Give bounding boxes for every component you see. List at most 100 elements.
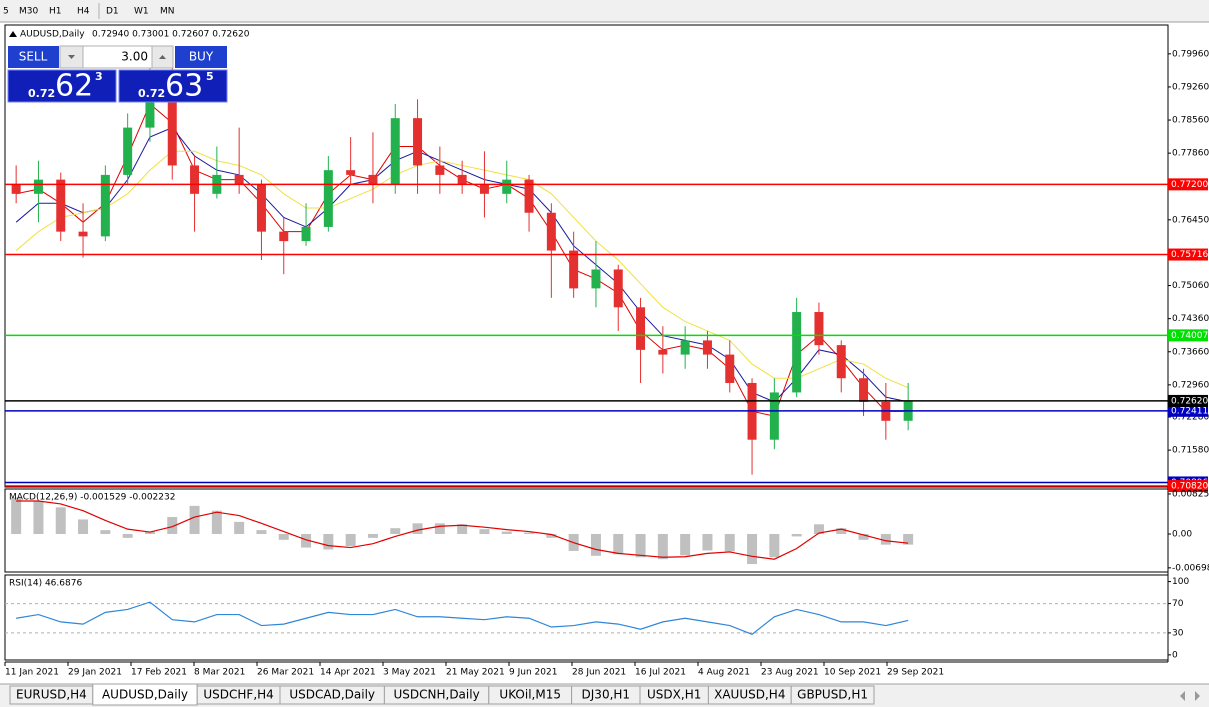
tab-label: EURUSD,H4 [16, 688, 87, 702]
symbol-tabs: EURUSD,H4 AUDUSD,Daily USDCHF,H4 USDCAD,Dai… [9, 683, 875, 706]
y-tick-label: 0.00 [1172, 529, 1192, 539]
y-tick-label: 0.78560 [1172, 116, 1209, 126]
candle-body [435, 165, 445, 175]
candle-body [769, 392, 779, 440]
price-level-label: 0.75716 [1171, 250, 1208, 260]
tab[interactable] [790, 685, 875, 705]
tab-label: USDX,H1 [647, 688, 701, 702]
macd-bar [880, 533, 891, 545]
timeframe-button[interactable]: MN [160, 7, 175, 17]
x-tick-label: 29 Sep 2021 [887, 668, 944, 678]
rsi-line [16, 601, 909, 636]
bid-small: 3 [95, 70, 103, 83]
tab-label: XAUUSD,H4 [714, 688, 785, 702]
x-tick-label: 29 Jan 2021 [68, 668, 122, 678]
down-arrow [68, 55, 75, 59]
timeframe-button[interactable]: H1 [49, 7, 62, 17]
tab-label: GBPUSD,H1 [797, 688, 868, 702]
x-tick-label: 26 Mar 2021 [257, 668, 314, 678]
y-tick-label: 0.008253 [1172, 489, 1209, 499]
candle-body [11, 184, 21, 194]
price-level-label: 0.74007 [1171, 331, 1208, 341]
tab-scroll[interactable] [1180, 691, 1200, 701]
macd-bar [791, 533, 802, 537]
ask-prefix: 0.72 [138, 87, 165, 100]
candle-body [658, 349, 668, 355]
candle-body [569, 250, 579, 289]
x-tick-label: 21 May 2021 [446, 668, 505, 678]
ask-box[interactable] [118, 69, 228, 103]
timeframe-button[interactable]: W1 [134, 7, 149, 17]
timeframe-button[interactable]: D1 [106, 7, 119, 17]
x-tick-label: 3 May 2021 [383, 668, 436, 678]
x-tick-label: 11 Jan 2021 [5, 668, 59, 678]
macd-bar [903, 533, 914, 545]
macd-bar [836, 528, 847, 534]
timeframe-button[interactable]: 5 [3, 7, 9, 17]
macd-bar [524, 532, 535, 534]
candle-body [524, 179, 534, 213]
timeframe-button[interactable]: M30 [19, 7, 38, 17]
macd-bar [813, 524, 824, 534]
candle-body [413, 118, 423, 166]
candle-body [636, 307, 646, 350]
macd-bar [724, 533, 735, 552]
tab-label: USDCHF,H4 [203, 688, 273, 702]
macd-bar [479, 529, 490, 534]
macd-bar [680, 533, 691, 556]
macd-bar [11, 497, 22, 534]
buy-button[interactable] [175, 46, 227, 68]
bid-box[interactable] [7, 69, 117, 103]
signal-line [16, 500, 909, 560]
candle-body [301, 226, 311, 242]
macd-bar [390, 528, 401, 534]
timeframe-bar: 5 M30 H1 H4 D1 W1 MN [3, 3, 175, 19]
price-level-label: 0.70820 [1171, 482, 1208, 492]
timeframe-button[interactable]: H4 [77, 7, 90, 17]
buy-label: BUY [189, 50, 214, 64]
x-tick-label: 23 Aug 2021 [761, 668, 819, 678]
candle-body [234, 174, 244, 185]
overlay: AUDUSD,Daily 0.72940 0.73001 0.72607 0.7… [9, 30, 250, 589]
y-tick-label: 0.79260 [1172, 82, 1209, 92]
macd-bar [55, 507, 66, 534]
chart-title: AUDUSD,Daily [20, 30, 85, 40]
y-tick-label: 0.74360 [1172, 314, 1209, 324]
price-level-tag [1168, 394, 1208, 407]
candle-body [33, 179, 43, 194]
candle-body [323, 170, 333, 227]
ask-small: 5 [206, 70, 214, 83]
x-tick-label: 8 Mar 2021 [194, 668, 245, 678]
sell-button[interactable] [8, 46, 59, 68]
macd-bar [457, 524, 468, 534]
macd-bar [434, 523, 445, 534]
rsi-title: RSI(14) 46.6876 [9, 579, 82, 589]
price-level-label: 0.72620 [1171, 396, 1208, 406]
macd-bar [367, 533, 378, 538]
candle-body [591, 269, 601, 289]
y-tick-label: 30 [1172, 628, 1184, 638]
bid-big: 62 [55, 69, 93, 104]
macd-bar [323, 533, 334, 550]
macd-bar [100, 530, 111, 534]
candle-body [167, 75, 177, 166]
candle-body [100, 174, 110, 237]
up-arrow [159, 55, 166, 59]
macd-bar [858, 533, 869, 540]
candle-body [78, 231, 88, 237]
macd-bar [78, 519, 89, 534]
candle-body [479, 184, 489, 194]
macd-bar [33, 501, 44, 534]
candle-body [256, 184, 266, 232]
macd-bar [702, 533, 713, 551]
y-tick-label: 0.76450 [1172, 215, 1209, 225]
y-tick-label: -0.006982 [1172, 563, 1209, 573]
y-tick-label: 0.72960 [1172, 380, 1209, 390]
candle-body [123, 127, 133, 175]
price-level-tag [1168, 480, 1208, 493]
y-tick-label: 100 [1172, 577, 1189, 587]
macd-title: MACD(12,26,9) -0.001529 -0.002232 [9, 493, 175, 503]
macd-bar [144, 531, 155, 534]
